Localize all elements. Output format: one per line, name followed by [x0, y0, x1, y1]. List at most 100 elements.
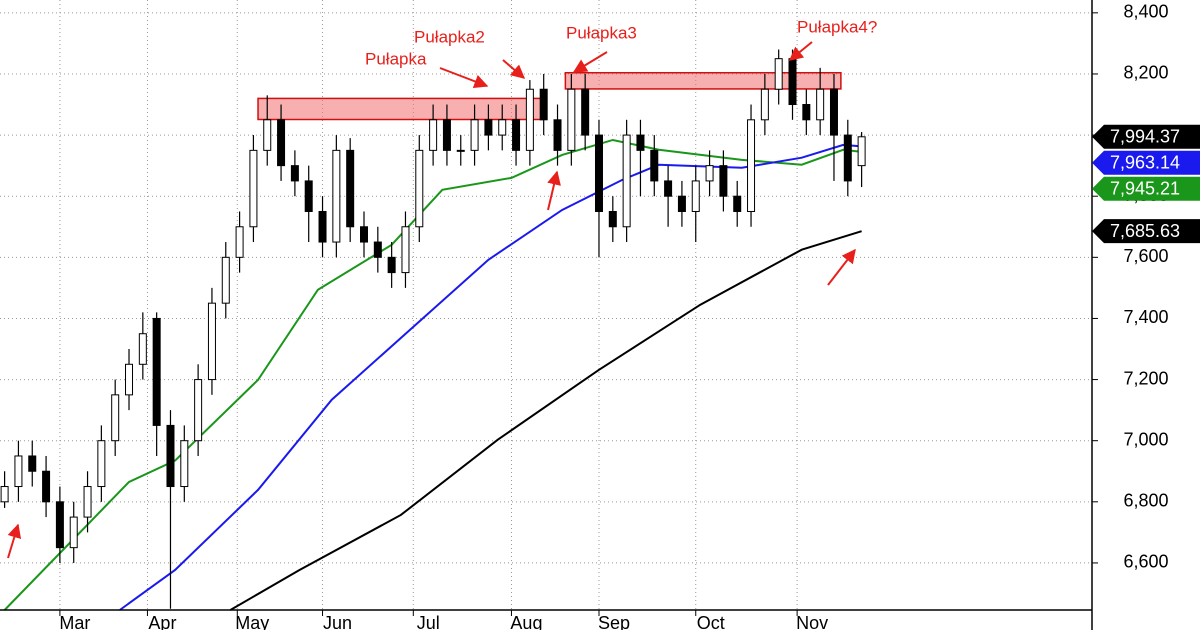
y-tick-label: 8,400 [1123, 2, 1168, 22]
candle-body [622, 134, 631, 228]
candle-body [760, 88, 769, 121]
candle-body [843, 134, 852, 182]
candle-body [774, 58, 783, 90]
y-tick-label: 8,200 [1123, 63, 1168, 83]
y-tick-label: 7,400 [1123, 307, 1168, 327]
candle-body [318, 210, 327, 243]
candle-body [608, 210, 617, 228]
candle-body [650, 149, 659, 182]
candle-body [594, 134, 603, 212]
x-tick-label: Mar [59, 613, 90, 630]
candle-body [373, 241, 382, 258]
candle-body [567, 88, 576, 151]
y-tick-label: 6,800 [1123, 491, 1168, 511]
arrow [7, 523, 22, 559]
x-tick-label: Jul [417, 613, 440, 630]
candle-body [14, 455, 23, 488]
candle-body [802, 104, 811, 121]
x-tick-label: Sep [598, 613, 630, 630]
candle-body [733, 195, 742, 212]
price-label: 7,945.21 [1110, 179, 1180, 199]
candle-body [111, 394, 120, 442]
annotation: Pułapka2 [414, 27, 485, 46]
candle-body [277, 119, 286, 167]
ma-line [229, 230, 862, 611]
price-box [1092, 219, 1200, 244]
candle-body [788, 58, 797, 106]
candle-body [553, 119, 562, 151]
price-label: 7,994.37 [1110, 127, 1180, 147]
candle-body [484, 119, 493, 136]
ma-line [3, 138, 862, 611]
candle-body [470, 119, 479, 151]
annotation: Pułapka3 [566, 23, 637, 42]
x-tick-label: May [235, 613, 269, 630]
candle-body [581, 88, 590, 136]
candle-body [194, 379, 203, 442]
candle-body [387, 256, 396, 274]
candle-body [346, 149, 355, 228]
candle-body [498, 119, 507, 136]
candle-body [55, 501, 64, 549]
y-tick-label: 6,600 [1123, 552, 1168, 572]
candle-body [857, 136, 866, 167]
zones [257, 71, 842, 121]
grid: Mar Apr May Jun Jul Aug Sep Oct Nov [0, 0, 1098, 630]
plot [0, 49, 866, 611]
candle-body [290, 165, 299, 182]
x-tick-label: Aug [510, 613, 542, 630]
price-label: 7,963.14 [1110, 153, 1180, 173]
candle-body [249, 149, 258, 228]
candle-body [125, 363, 134, 396]
candle-body [415, 149, 424, 228]
candle-body [539, 88, 548, 121]
y-tick-label: 7,000 [1123, 429, 1168, 449]
candle-body [691, 180, 700, 212]
candle-body [816, 88, 825, 121]
annotation: Pułapka [365, 49, 427, 68]
candle-body [83, 486, 92, 518]
price-label: 7,685.63 [1110, 221, 1180, 241]
candle-body [235, 226, 244, 258]
candle-body [166, 424, 175, 488]
arrow [439, 67, 489, 89]
price-labels: 6,6006,8007,0007,2007,4007,6007,8008,000… [1092, 2, 1200, 572]
arrow [788, 41, 813, 61]
candle-body [221, 256, 230, 304]
x-tick-label: Nov [796, 613, 828, 630]
price-box [1092, 150, 1200, 175]
arrow [827, 248, 856, 286]
y-tick-label: 7,600 [1123, 246, 1168, 266]
candle-body [429, 119, 438, 151]
candle-body [636, 134, 645, 151]
candle-body [664, 180, 673, 197]
x-tick-label: Jun [323, 613, 352, 630]
candle-body [42, 470, 51, 503]
candle-body [0, 486, 9, 503]
candle-body [207, 302, 216, 381]
candle-body [138, 333, 147, 365]
candle-body [456, 149, 465, 152]
candle-body [829, 88, 838, 136]
ma-line [119, 143, 862, 611]
candle-body [360, 226, 368, 243]
candle-body [719, 165, 728, 197]
candle-body [332, 149, 341, 243]
candle-body [97, 440, 106, 488]
annotations: Pułapka Pułapka2 Pułapka3 Pułapka4? [7, 17, 877, 559]
zone [257, 97, 545, 121]
zone [564, 71, 842, 90]
price-box [1092, 176, 1200, 201]
x-tick-label: Apr [148, 613, 176, 630]
arrow [502, 59, 526, 79]
candle-body [401, 226, 410, 274]
arrow [572, 51, 608, 73]
candle-body [705, 165, 714, 182]
candle-body [442, 119, 451, 151]
x-tick-label: Oct [697, 613, 725, 630]
candle-body [263, 119, 272, 151]
candle-body [152, 317, 161, 426]
candle-body [28, 455, 37, 472]
candle-body [525, 88, 534, 151]
